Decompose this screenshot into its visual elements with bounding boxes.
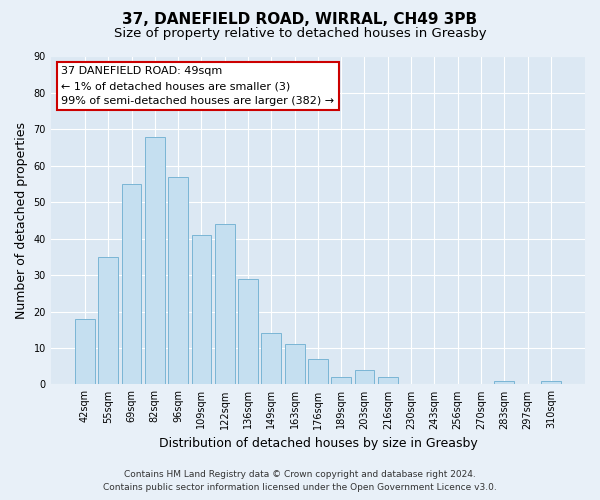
Bar	[308, 359, 328, 384]
Bar	[75, 319, 95, 384]
Bar	[215, 224, 235, 384]
Bar	[378, 377, 398, 384]
Bar	[541, 381, 561, 384]
X-axis label: Distribution of detached houses by size in Greasby: Distribution of detached houses by size …	[158, 437, 477, 450]
Y-axis label: Number of detached properties: Number of detached properties	[15, 122, 28, 319]
Bar	[355, 370, 374, 384]
Text: Size of property relative to detached houses in Greasby: Size of property relative to detached ho…	[113, 28, 487, 40]
Text: 37, DANEFIELD ROAD, WIRRAL, CH49 3PB: 37, DANEFIELD ROAD, WIRRAL, CH49 3PB	[122, 12, 478, 28]
Bar	[145, 136, 165, 384]
Bar	[238, 279, 258, 384]
Text: Contains HM Land Registry data © Crown copyright and database right 2024.
Contai: Contains HM Land Registry data © Crown c…	[103, 470, 497, 492]
Text: 37 DANEFIELD ROAD: 49sqm
← 1% of detached houses are smaller (3)
99% of semi-det: 37 DANEFIELD ROAD: 49sqm ← 1% of detache…	[61, 66, 335, 106]
Bar	[191, 235, 211, 384]
Bar	[262, 334, 281, 384]
Bar	[285, 344, 305, 385]
Bar	[122, 184, 142, 384]
Bar	[168, 176, 188, 384]
Bar	[331, 377, 351, 384]
Bar	[98, 257, 118, 384]
Bar	[494, 381, 514, 384]
